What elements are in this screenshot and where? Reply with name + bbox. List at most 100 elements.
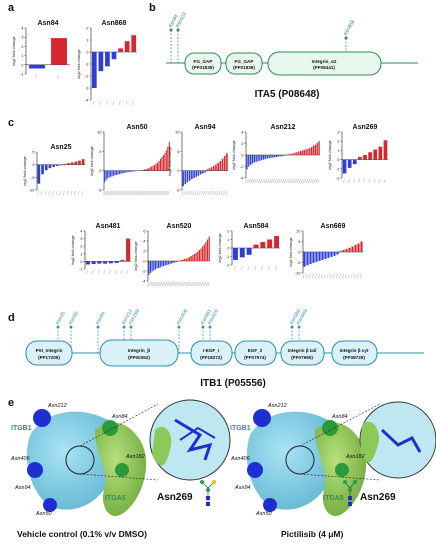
label-asn212-right: Asn212	[267, 403, 287, 409]
y-axis-label: log2 fold-change	[167, 145, 172, 175]
y-tick-label: 3	[80, 236, 83, 241]
y-tick-label: -1	[226, 254, 230, 259]
bar	[74, 161, 78, 165]
y-tick-label: 2	[86, 26, 89, 31]
x-tick-label	[378, 178, 381, 184]
chart-asn84: Asn84 -1 0 1 2 3 4 log2 fold-change	[11, 20, 70, 80]
label-asn50-left: Asn50	[35, 511, 53, 517]
y-tick-label: 10	[175, 130, 180, 135]
bar	[145, 169, 147, 171]
bar	[357, 243, 360, 252]
bar	[126, 170, 128, 173]
x-tick-label	[44, 190, 47, 196]
bar	[192, 255, 194, 261]
bar	[164, 261, 166, 266]
panel-label-b: b	[149, 2, 156, 14]
x-tick-label	[209, 190, 212, 196]
x-tick-label	[315, 178, 318, 184]
structure-vehicle: ITGB1 ITGA5 Asn212 Asn84 Asn406 Asn182 A…	[10, 399, 231, 539]
bar	[249, 155, 252, 165]
x-tick-label	[201, 281, 203, 287]
y-axis-label: log2 fold-change	[231, 139, 236, 169]
x-tick-label	[74, 190, 76, 196]
x-tick-label	[128, 190, 130, 196]
x-tick-label	[126, 190, 129, 196]
bar	[342, 249, 345, 252]
x-tick-label	[142, 190, 145, 196]
chart-title: Asn84	[37, 20, 58, 27]
bar	[197, 251, 199, 261]
bar	[202, 170, 204, 174]
x-tick-label	[308, 273, 311, 279]
x-tick-label	[155, 190, 158, 196]
x-tick-label	[166, 281, 169, 287]
x-tick-label	[317, 178, 320, 184]
svg-text:(PF01839): (PF01839)	[192, 65, 214, 70]
bar	[219, 161, 222, 171]
bar	[123, 170, 125, 173]
bar	[152, 165, 154, 171]
bar	[309, 252, 312, 264]
x-tick-label	[97, 269, 100, 275]
x-tick-label	[368, 178, 371, 184]
chart-title: Asn212	[271, 124, 296, 131]
x-tick-label	[359, 273, 362, 279]
x-tick-label	[113, 190, 116, 196]
bar	[246, 248, 252, 255]
x-tick-label	[214, 190, 217, 196]
bar	[98, 52, 104, 72]
bar	[368, 152, 372, 160]
bar	[111, 170, 113, 177]
x-tick-label	[107, 190, 110, 196]
label-asn50-right: Asn50	[255, 511, 273, 517]
bar	[168, 141, 170, 171]
x-tick-label	[285, 178, 288, 184]
svg-text:Integrin_β: Integrin_β	[128, 348, 150, 353]
y-tick-label: -1	[336, 166, 340, 171]
bar	[188, 170, 191, 181]
bar	[172, 261, 174, 263]
bar	[105, 170, 107, 180]
bar	[197, 170, 200, 176]
y-tick-label: 0	[99, 168, 102, 173]
bar	[146, 168, 148, 171]
y-tick-label: 2	[227, 229, 230, 234]
x-tick-label	[133, 190, 136, 196]
bar	[184, 259, 186, 261]
x-tick-label	[250, 178, 253, 184]
bar	[142, 169, 144, 171]
bar	[212, 166, 215, 171]
svg-text:PSI_Integrin: PSI_Integrin	[36, 348, 63, 353]
x-tick-label	[187, 281, 190, 287]
chart-asn50: Asn50 -5 0 5 10 log2 fold-change	[89, 124, 170, 196]
bar	[157, 162, 159, 171]
bar	[351, 246, 354, 252]
x-tick-label	[347, 273, 350, 279]
x-tick-label	[363, 178, 366, 184]
x-tick-label	[205, 281, 208, 287]
x-tick-label	[276, 178, 279, 184]
label-itga5-left: ITGA5	[105, 495, 126, 502]
bar	[286, 154, 289, 155]
x-tick-label	[267, 178, 270, 184]
x-tick-label	[132, 100, 134, 106]
y-tick-label: -1	[20, 72, 24, 77]
glycan-icon	[200, 480, 216, 506]
bar	[107, 170, 109, 179]
bar	[166, 261, 168, 265]
x-tick-label	[158, 190, 161, 196]
x-tick-label	[350, 273, 353, 279]
bar	[167, 146, 169, 171]
bar	[126, 238, 131, 262]
bar	[190, 256, 192, 261]
x-tick-label	[341, 273, 344, 279]
y-tick-label: 5	[32, 150, 35, 155]
x-tick-label	[150, 190, 152, 196]
x-tick-label	[77, 190, 80, 196]
x-tick-label	[66, 190, 69, 196]
chart-title: Asn94	[194, 124, 215, 131]
bar	[315, 252, 318, 262]
x-tick-label	[105, 100, 108, 106]
x-tick-label	[158, 281, 161, 287]
